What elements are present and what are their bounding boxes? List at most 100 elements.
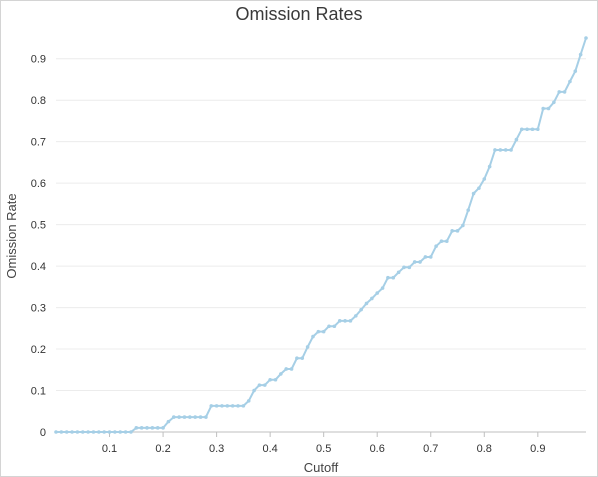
series-line: [56, 37, 587, 433]
data-point: [54, 430, 58, 434]
y-tick-label: 0.3: [31, 303, 46, 315]
data-point: [171, 415, 176, 419]
data-point: [225, 404, 230, 408]
data-point: [305, 345, 310, 349]
data-point: [386, 275, 390, 280]
data-point: [455, 229, 460, 233]
data-point: [402, 265, 406, 270]
data-point: [182, 415, 187, 419]
data-point: [166, 419, 171, 424]
data-point: [262, 383, 267, 387]
axes: [56, 431, 586, 437]
data-point: [327, 324, 331, 329]
data-point: [450, 229, 454, 233]
data-point: [102, 430, 106, 434]
data-point: [80, 430, 85, 434]
data-point: [139, 426, 144, 430]
data-point: [91, 430, 96, 434]
data-point: [418, 260, 422, 264]
x-tick-label: 0.7: [423, 443, 438, 455]
data-point: [541, 106, 545, 111]
tick-labels: 0 0.1 0.2 0.3 0.4 0.5 0.6 0.7 0.8 0.9 0.1 0.2 0.3 0.4…: [31, 54, 546, 455]
data-point: [123, 430, 128, 434]
data-point: [214, 404, 219, 408]
data-point: [268, 377, 272, 382]
data-point: [552, 100, 556, 105]
data-point: [75, 430, 80, 434]
data-point: [59, 430, 64, 434]
data-point: [177, 415, 181, 419]
data-point: [461, 223, 465, 228]
data-point: [107, 430, 112, 434]
x-tick-label: 0.5: [316, 443, 331, 455]
y-tick-label: 0.1: [31, 386, 46, 398]
data-point: [284, 367, 289, 371]
data-point: [482, 177, 487, 181]
y-tick-label: 0.8: [31, 95, 46, 107]
data-point: [439, 239, 444, 244]
data-point: [562, 90, 567, 94]
data-point: [241, 404, 246, 408]
data-point: [536, 127, 540, 132]
data-point: [525, 127, 529, 132]
data-point: [64, 430, 69, 434]
data-point: [337, 319, 342, 323]
data-point: [198, 415, 203, 419]
data-point: [220, 404, 224, 408]
data-point: [134, 426, 139, 430]
data-point: [332, 324, 337, 329]
y-tick-label: 0.2: [31, 344, 46, 356]
data-point: [487, 164, 492, 169]
data-point: [546, 106, 551, 111]
y-tick-label: 0.5: [31, 220, 46, 232]
data-point: [573, 69, 578, 73]
data-point: [252, 388, 256, 393]
data-point: [503, 148, 508, 152]
x-axis-label: Cutoff: [304, 460, 339, 475]
data-point: [578, 52, 583, 57]
data-point: [509, 148, 513, 152]
data-point: [204, 415, 208, 419]
data-point: [145, 426, 149, 430]
data-point: [279, 372, 283, 376]
x-tick-label: 0.3: [209, 443, 224, 455]
data-point: [343, 319, 347, 323]
x-tick-label: 0.8: [477, 443, 492, 455]
data-point: [396, 270, 401, 275]
data-point: [471, 191, 476, 196]
data-point: [289, 367, 294, 371]
data-point: [118, 430, 123, 434]
data-point: [188, 415, 192, 419]
x-tick-label: 0.1: [102, 443, 117, 455]
data-point: [519, 127, 524, 132]
data-point: [423, 255, 428, 259]
y-axis-label: Omission Rate: [4, 193, 19, 278]
y-tick-label: 0.4: [31, 261, 46, 273]
data-point: [514, 137, 519, 142]
data-point: [311, 334, 315, 339]
data-point: [161, 426, 165, 430]
data-point: [257, 383, 262, 387]
data-point: [113, 430, 117, 434]
data-point: [359, 307, 363, 312]
data-point: [412, 260, 417, 264]
data-point: [193, 415, 197, 419]
data-point: [428, 255, 433, 259]
data-point: [391, 275, 396, 280]
y-tick-label: 0: [40, 427, 46, 439]
grid-lines: [56, 58, 586, 392]
data-point: [300, 356, 305, 360]
data-point: [295, 356, 299, 360]
data-point: [150, 426, 155, 430]
data-point: [86, 430, 90, 434]
data-point: [155, 426, 160, 430]
data-point: [273, 377, 278, 382]
data-point: [370, 296, 374, 301]
data-point: [584, 36, 588, 40]
data-point: [466, 208, 471, 212]
data-point: [246, 399, 251, 403]
data-point: [498, 148, 503, 152]
data-point: [493, 148, 497, 152]
